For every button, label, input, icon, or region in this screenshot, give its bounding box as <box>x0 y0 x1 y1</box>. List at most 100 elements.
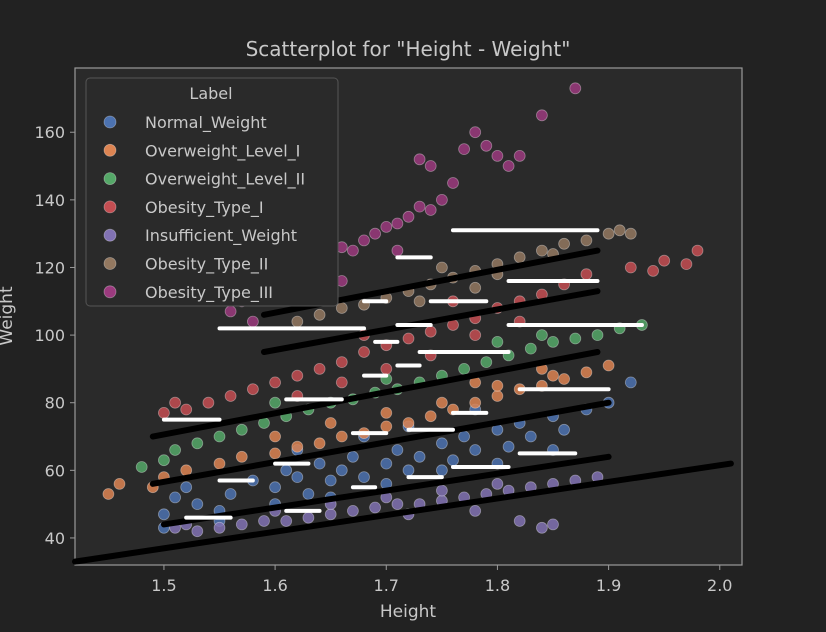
y-tick-label: 100 <box>34 326 65 345</box>
data-point <box>369 227 382 240</box>
data-point <box>302 511 315 524</box>
data-point <box>346 450 359 463</box>
data-point <box>402 332 415 345</box>
x-tick-label: 1.9 <box>596 576 621 595</box>
data-point <box>613 224 626 237</box>
data-point <box>102 488 115 500</box>
data-point <box>402 464 415 477</box>
data-point <box>391 498 404 511</box>
data-point <box>335 376 348 389</box>
legend-marker <box>103 115 117 129</box>
data-point <box>580 234 593 247</box>
data-point <box>458 362 471 375</box>
data-point <box>413 295 426 308</box>
data-point <box>224 488 237 500</box>
data-point <box>202 396 215 409</box>
data-point <box>346 244 359 257</box>
black-overlay-line <box>149 399 612 487</box>
data-point <box>502 160 515 172</box>
legend-label: Insufficient_Weight <box>145 226 297 246</box>
data-point <box>658 254 671 267</box>
data-point <box>402 210 415 223</box>
data-point <box>224 305 237 318</box>
legend-box <box>85 77 339 307</box>
data-point <box>424 160 437 172</box>
data-point <box>602 227 615 240</box>
data-point <box>324 417 337 429</box>
data-point <box>180 403 193 416</box>
data-point <box>235 423 248 436</box>
legend-label: Obesity_Type_I <box>145 198 264 218</box>
data-point <box>624 261 637 274</box>
data-point <box>491 390 504 402</box>
data-point <box>491 379 504 392</box>
data-point <box>469 126 482 139</box>
data-point <box>291 315 304 328</box>
data-point <box>413 153 426 166</box>
data-point <box>480 356 493 369</box>
data-point <box>213 521 226 534</box>
data-point <box>413 200 426 213</box>
data-point <box>680 258 693 271</box>
legend-entry: Insufficient_Weight <box>103 226 297 246</box>
data-point <box>335 430 348 443</box>
data-point <box>280 515 293 527</box>
data-point <box>569 332 582 345</box>
black-overlay-line <box>160 453 612 528</box>
data-point <box>647 264 659 277</box>
data-point <box>458 143 471 156</box>
data-point <box>358 346 370 358</box>
data-point <box>380 362 393 375</box>
data-point <box>269 396 282 409</box>
data-point <box>513 515 526 527</box>
data-point <box>424 410 437 423</box>
data-point <box>435 396 448 409</box>
y-tick-label: 40 <box>45 529 65 548</box>
data-point <box>291 471 304 484</box>
series-normal-weight <box>157 376 637 534</box>
data-point <box>269 430 282 443</box>
data-point <box>524 342 537 355</box>
data-point <box>291 440 304 453</box>
legend-label: Overweight_Level_I <box>145 141 300 161</box>
legend-label: Normal_Weight <box>145 113 267 133</box>
data-point <box>558 373 570 385</box>
x-axis-label: Height <box>380 602 437 622</box>
data-point <box>469 504 482 517</box>
legend-label: Obesity_Type_III <box>145 283 273 303</box>
data-point <box>447 454 459 467</box>
data-point <box>435 464 448 477</box>
data-point <box>191 498 204 511</box>
data-point <box>491 149 504 162</box>
data-point <box>380 420 393 433</box>
x-tick-label: 2.0 <box>707 576 732 595</box>
data-point <box>313 308 326 321</box>
data-point <box>369 501 382 514</box>
data-point <box>469 396 482 409</box>
points-layer <box>102 82 704 538</box>
data-point <box>413 450 426 463</box>
data-point <box>191 525 204 538</box>
data-point <box>602 359 615 372</box>
data-point <box>358 234 370 247</box>
data-point <box>447 177 459 189</box>
data-point <box>313 457 326 470</box>
data-point <box>157 454 170 467</box>
data-point <box>169 396 182 409</box>
legend-entry: Normal_Weight <box>103 113 267 133</box>
data-point <box>157 406 170 419</box>
data-point <box>324 474 337 487</box>
data-point <box>135 461 148 473</box>
legend-marker <box>103 172 117 186</box>
data-point <box>380 406 393 419</box>
data-point <box>169 491 182 504</box>
legend-entry: Obesity_Type_I <box>103 198 264 218</box>
data-point <box>224 390 237 402</box>
x-tick-label: 1.7 <box>374 576 399 595</box>
data-point <box>291 369 304 382</box>
data-point <box>536 109 548 122</box>
data-point <box>536 244 548 257</box>
black-overlay-line <box>149 349 601 440</box>
legend-marker <box>103 200 117 214</box>
data-point <box>536 329 548 342</box>
